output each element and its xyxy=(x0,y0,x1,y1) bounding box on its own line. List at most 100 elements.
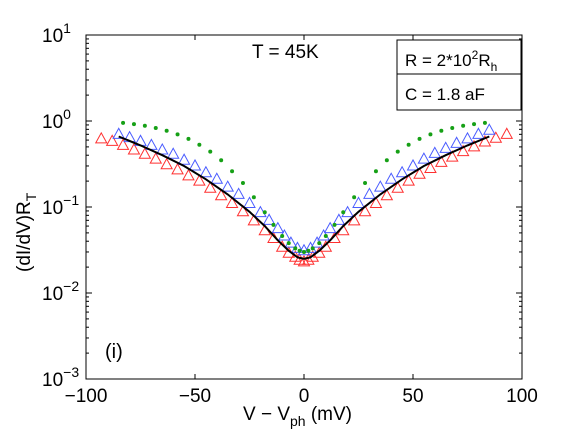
data-point xyxy=(439,141,453,153)
data-point xyxy=(286,241,291,246)
data-point xyxy=(461,131,474,144)
data-point xyxy=(138,147,152,159)
data-point xyxy=(482,120,487,125)
fit-curve xyxy=(118,135,490,260)
data-point xyxy=(391,181,405,193)
data-point xyxy=(467,139,481,152)
panel-label: (i) xyxy=(105,341,123,363)
data-point xyxy=(243,196,256,208)
data-point xyxy=(230,169,235,174)
data-point xyxy=(500,127,514,139)
data-point xyxy=(310,246,315,251)
data-point xyxy=(182,168,195,181)
data-point xyxy=(402,174,415,186)
data-point xyxy=(188,158,202,171)
data-point xyxy=(332,222,337,227)
data-point xyxy=(214,188,228,201)
data-point xyxy=(208,149,213,154)
data-point xyxy=(262,210,267,215)
data-point xyxy=(363,181,368,186)
data-point xyxy=(210,172,224,184)
data-point xyxy=(186,136,191,141)
data-point xyxy=(424,161,437,174)
data-point xyxy=(352,195,357,200)
data-point xyxy=(177,153,191,165)
data-point xyxy=(142,123,147,128)
data-point xyxy=(160,157,174,170)
data-point xyxy=(323,234,328,239)
data-point xyxy=(406,142,411,147)
data-point xyxy=(380,188,394,201)
data-point xyxy=(358,204,372,217)
data-point xyxy=(456,144,470,157)
data-point xyxy=(395,149,400,154)
parameter-resistance: R = 2*102Rh xyxy=(405,48,497,74)
data-point xyxy=(323,221,337,234)
data-point xyxy=(251,195,256,200)
data-point xyxy=(369,196,383,208)
data-point xyxy=(271,221,285,234)
data-point xyxy=(112,127,126,139)
data-point xyxy=(105,134,119,146)
series-triangle-red xyxy=(94,127,514,267)
data-point xyxy=(127,142,141,155)
data-point xyxy=(439,128,444,133)
data-point xyxy=(413,167,426,179)
data-point xyxy=(347,213,361,226)
data-point xyxy=(428,146,442,158)
tick-labels: −100 −50 0 50 100 101 100 10−1 10−2 10−3 xyxy=(42,20,538,407)
data-point xyxy=(232,187,245,199)
data-point xyxy=(489,131,503,143)
series-line-black xyxy=(118,135,490,260)
data-point xyxy=(175,132,180,137)
y-tick-label: 10−1 xyxy=(42,192,79,219)
data-point xyxy=(271,222,276,227)
data-point xyxy=(262,213,276,225)
data-point xyxy=(203,181,217,193)
data-point xyxy=(280,234,285,239)
x-tick-label: 50 xyxy=(402,386,423,407)
x-tick-label: −100 xyxy=(65,386,108,407)
series-layer xyxy=(94,120,514,267)
data-point xyxy=(482,123,496,135)
series-dot-green xyxy=(121,120,487,254)
data-point xyxy=(199,165,213,178)
data-point xyxy=(395,165,409,178)
data-point xyxy=(384,172,398,184)
data-point xyxy=(472,122,477,127)
data-point xyxy=(171,162,184,175)
data-point xyxy=(94,131,108,144)
data-point xyxy=(417,152,431,164)
y-tick-label: 10−3 xyxy=(42,364,79,391)
data-point xyxy=(363,187,376,199)
data-point xyxy=(221,180,235,192)
data-point xyxy=(384,158,389,163)
data-point xyxy=(131,122,136,127)
data-point xyxy=(247,213,261,226)
y-tick-label: 101 xyxy=(42,20,71,47)
data-point xyxy=(193,174,206,186)
data-point xyxy=(461,123,466,128)
data-point xyxy=(197,142,202,147)
data-point xyxy=(240,181,245,186)
data-point xyxy=(478,134,492,147)
data-point xyxy=(153,125,158,130)
data-point xyxy=(302,249,306,254)
data-point xyxy=(116,138,130,150)
data-point xyxy=(341,210,346,215)
data-point xyxy=(121,120,126,125)
parameter-box: R = 2*102Rh C = 1.8 aF xyxy=(396,39,522,111)
data-point xyxy=(219,158,224,163)
data-point xyxy=(445,150,459,162)
x-tick-label: 100 xyxy=(506,386,538,407)
y-axis-label: (dI/dV)RT xyxy=(14,192,39,272)
y-tick-label: 100 xyxy=(42,106,71,133)
y-tick-label: 10−2 xyxy=(42,278,79,305)
data-point xyxy=(297,248,302,253)
data-point xyxy=(406,158,420,171)
data-point xyxy=(225,196,239,208)
data-point xyxy=(332,213,346,225)
data-point xyxy=(236,204,250,217)
